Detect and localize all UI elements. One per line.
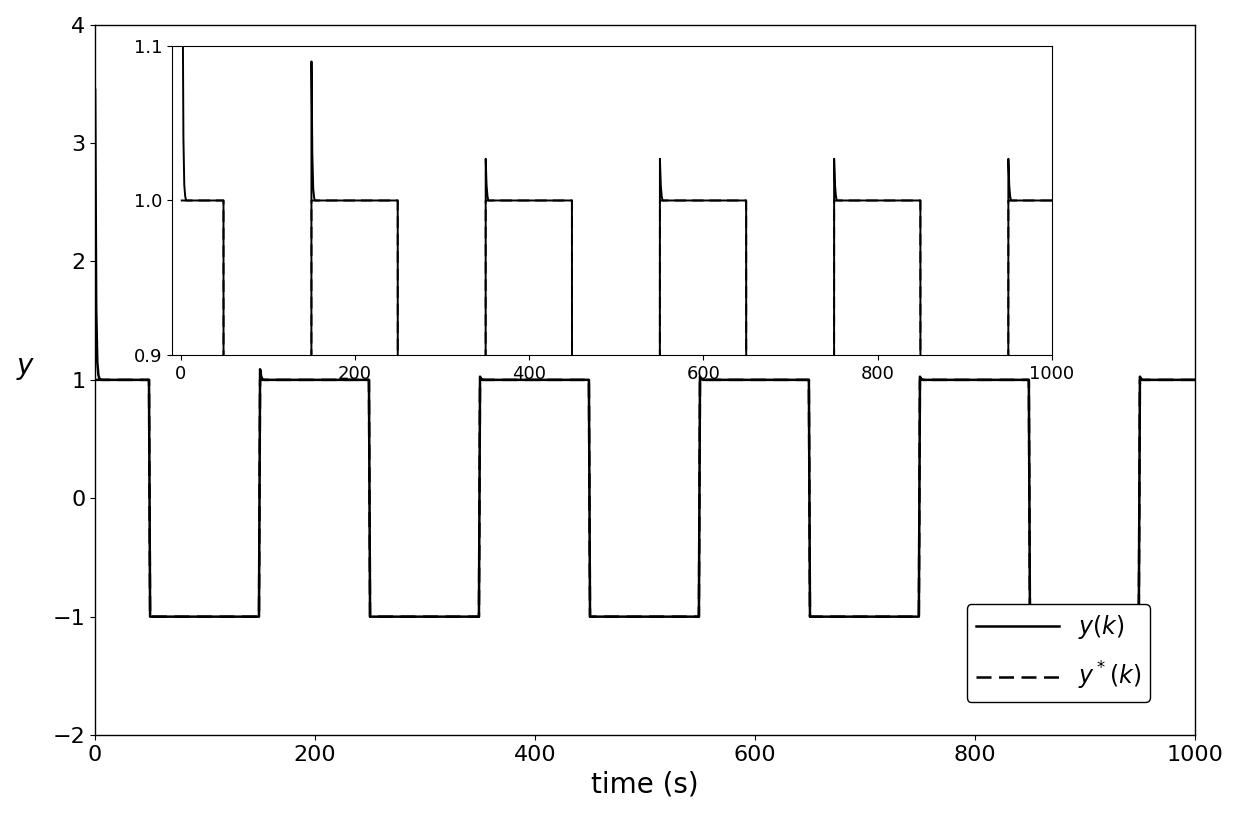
X-axis label: time (s): time (s) bbox=[591, 770, 699, 799]
Legend: $y(k)$, $y^*(k)$: $y(k)$, $y^*(k)$ bbox=[966, 604, 1149, 702]
Y-axis label: y: y bbox=[16, 352, 33, 380]
